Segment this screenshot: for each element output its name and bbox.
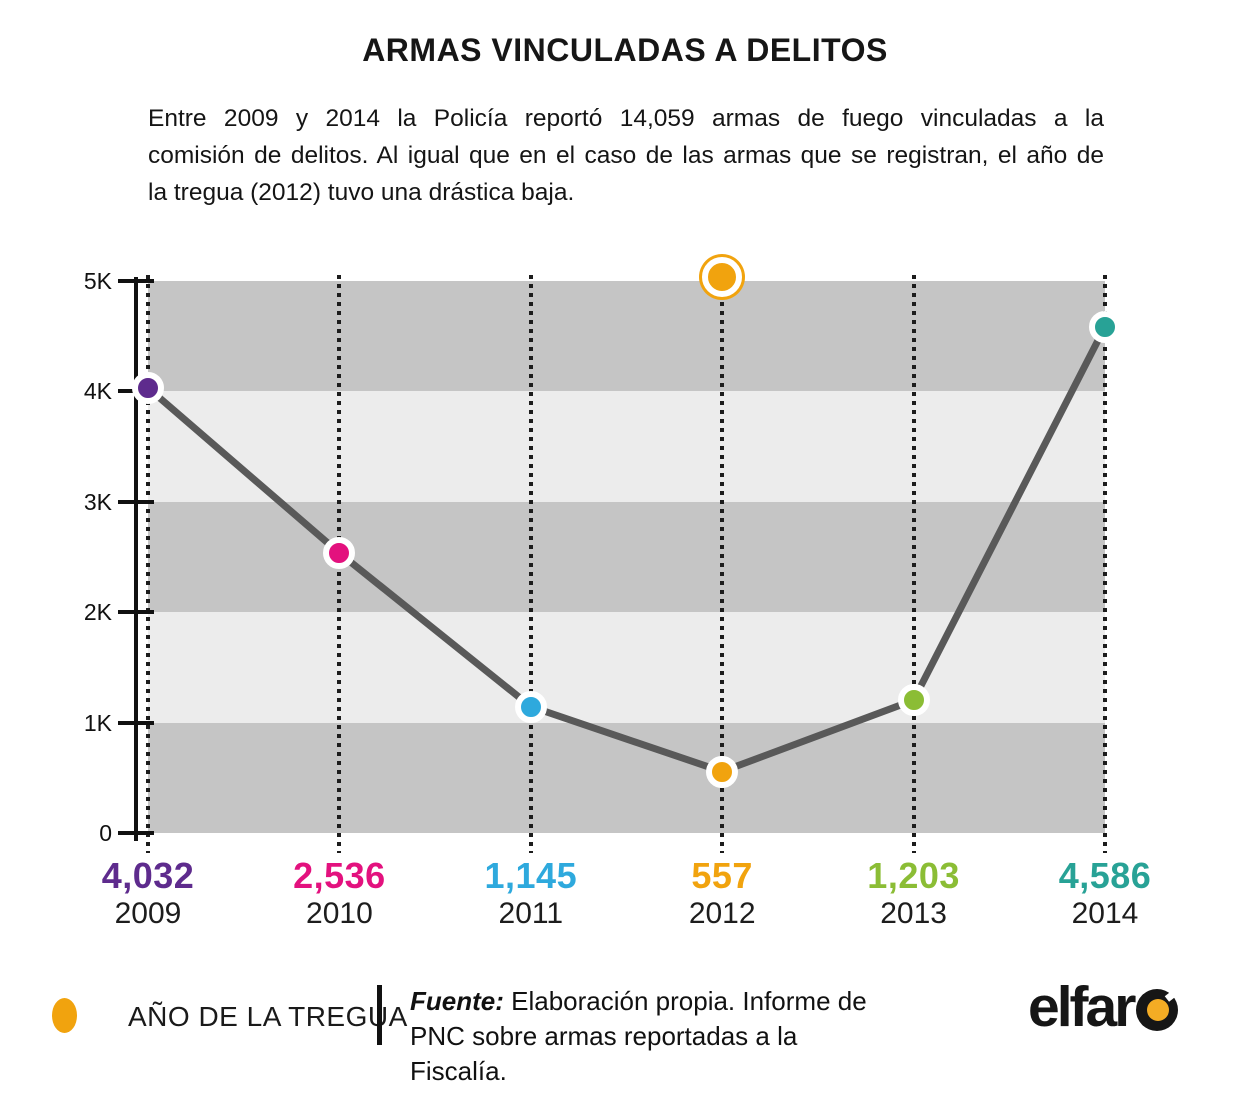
elfaro-logo-light-dot bbox=[1147, 999, 1170, 1021]
y-axis-tick bbox=[118, 720, 154, 725]
y-axis-tick bbox=[118, 279, 154, 283]
data-point bbox=[514, 690, 547, 723]
year-label: 2010 bbox=[306, 897, 373, 930]
data-point bbox=[897, 684, 930, 717]
truce-legend-label: AÑO DE LA TREGUA bbox=[128, 1001, 408, 1032]
value-label: 557 bbox=[691, 855, 753, 896]
plot-band bbox=[148, 722, 1105, 833]
year-label: 2012 bbox=[688, 897, 756, 930]
data-point bbox=[132, 371, 164, 404]
description-line-1: Entre 2009 y 2014 la Policía reportó 14,… bbox=[148, 105, 1104, 132]
source-line-2: sobre armas reportadas a la Fiscalía. bbox=[410, 1021, 798, 1086]
year-gridline bbox=[1103, 275, 1107, 853]
description-line-3: la tregua (2012) tuvo una drástica baja. bbox=[148, 179, 575, 206]
source-note: Fuente: Elaboración propia. Informe de P… bbox=[410, 984, 880, 1089]
elfaro-logo-text: elfar bbox=[1028, 975, 1136, 1039]
y-axis-tick bbox=[118, 610, 154, 615]
y-axis-label: 2K bbox=[83, 599, 112, 626]
description-line-2: comisión de delitos. Al igual que en el … bbox=[148, 142, 1104, 169]
y-axis-label: 4K bbox=[83, 378, 112, 405]
y-axis-tick bbox=[118, 499, 154, 504]
plot-band bbox=[148, 501, 1105, 613]
y-axis-label: 1K bbox=[83, 709, 112, 736]
page-title: ARMAS VINCULADAS A DELITOS bbox=[362, 32, 888, 68]
source-prefix: Fuente: bbox=[410, 986, 504, 1016]
y-axis-label: 3K bbox=[83, 488, 112, 515]
year-label: 2011 bbox=[498, 897, 564, 930]
value-label: 1,145 bbox=[484, 855, 578, 896]
plot-band bbox=[148, 391, 1105, 502]
y-axis-label: 0 bbox=[99, 820, 112, 846]
value-label: 4,586 bbox=[1058, 855, 1152, 896]
source-line-1: Elaboración propia. Informe de PNC bbox=[410, 986, 867, 1051]
elfaro-logo: elfar bbox=[1028, 975, 1184, 1039]
year-gridline bbox=[528, 275, 533, 853]
year-gridline bbox=[911, 275, 916, 853]
value-label: 2,536 bbox=[293, 855, 386, 896]
elfaro-logo-lighthouse-icon bbox=[1136, 985, 1184, 1031]
truce-legend-dot-icon bbox=[52, 998, 77, 1033]
year-gridline bbox=[146, 275, 150, 853]
year-label: 2013 bbox=[880, 897, 947, 930]
data-point bbox=[706, 755, 739, 788]
description: Entre 2009 y 2014 la Policía reportó 14,… bbox=[148, 100, 1104, 211]
truce-highlight-marker bbox=[702, 257, 743, 297]
y-axis-label: 5K bbox=[83, 268, 112, 294]
value-label: 1,203 bbox=[867, 855, 960, 896]
data-point bbox=[1089, 310, 1121, 343]
plot-band bbox=[148, 612, 1105, 723]
footer-divider bbox=[377, 985, 382, 1045]
y-axis bbox=[134, 277, 138, 841]
value-label: 4,032 bbox=[101, 855, 195, 896]
year-label: 2014 bbox=[1071, 897, 1139, 930]
plot-band bbox=[148, 281, 1105, 392]
y-axis-tick bbox=[118, 831, 154, 835]
year-label: 2009 bbox=[114, 897, 182, 930]
